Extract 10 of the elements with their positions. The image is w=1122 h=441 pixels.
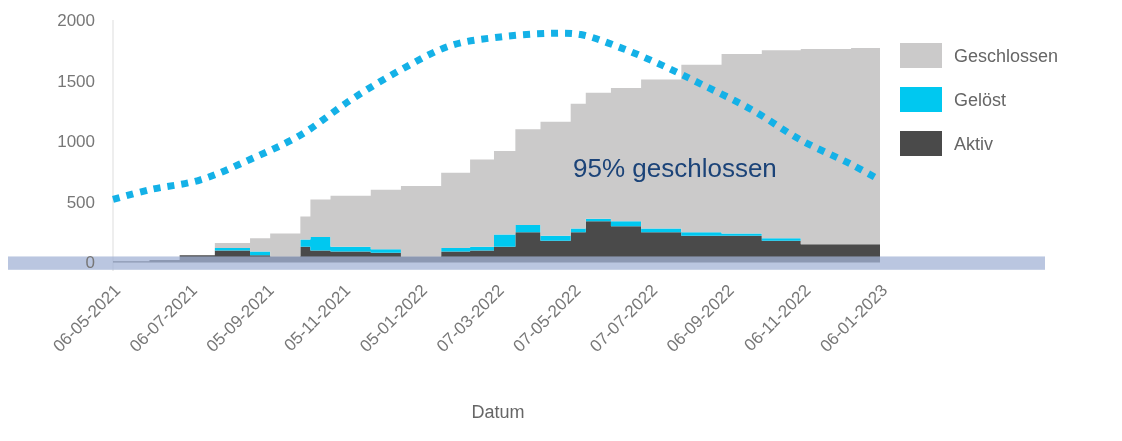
y-tick-label: 1000 [57, 132, 95, 152]
y-tick-label: 1500 [57, 71, 95, 91]
annotation: 95% geschlossen [573, 153, 777, 183]
legend-label: Geschlossen [954, 46, 1059, 67]
legend-label: Gelöst [954, 90, 1007, 111]
y-tick-label: 500 [66, 192, 95, 212]
legend-label: Aktiv [954, 134, 994, 155]
y-tick-label: 2000 [57, 10, 95, 30]
x-axis-title: Datum [471, 402, 525, 422]
y-tick-label: 0 [85, 253, 95, 273]
